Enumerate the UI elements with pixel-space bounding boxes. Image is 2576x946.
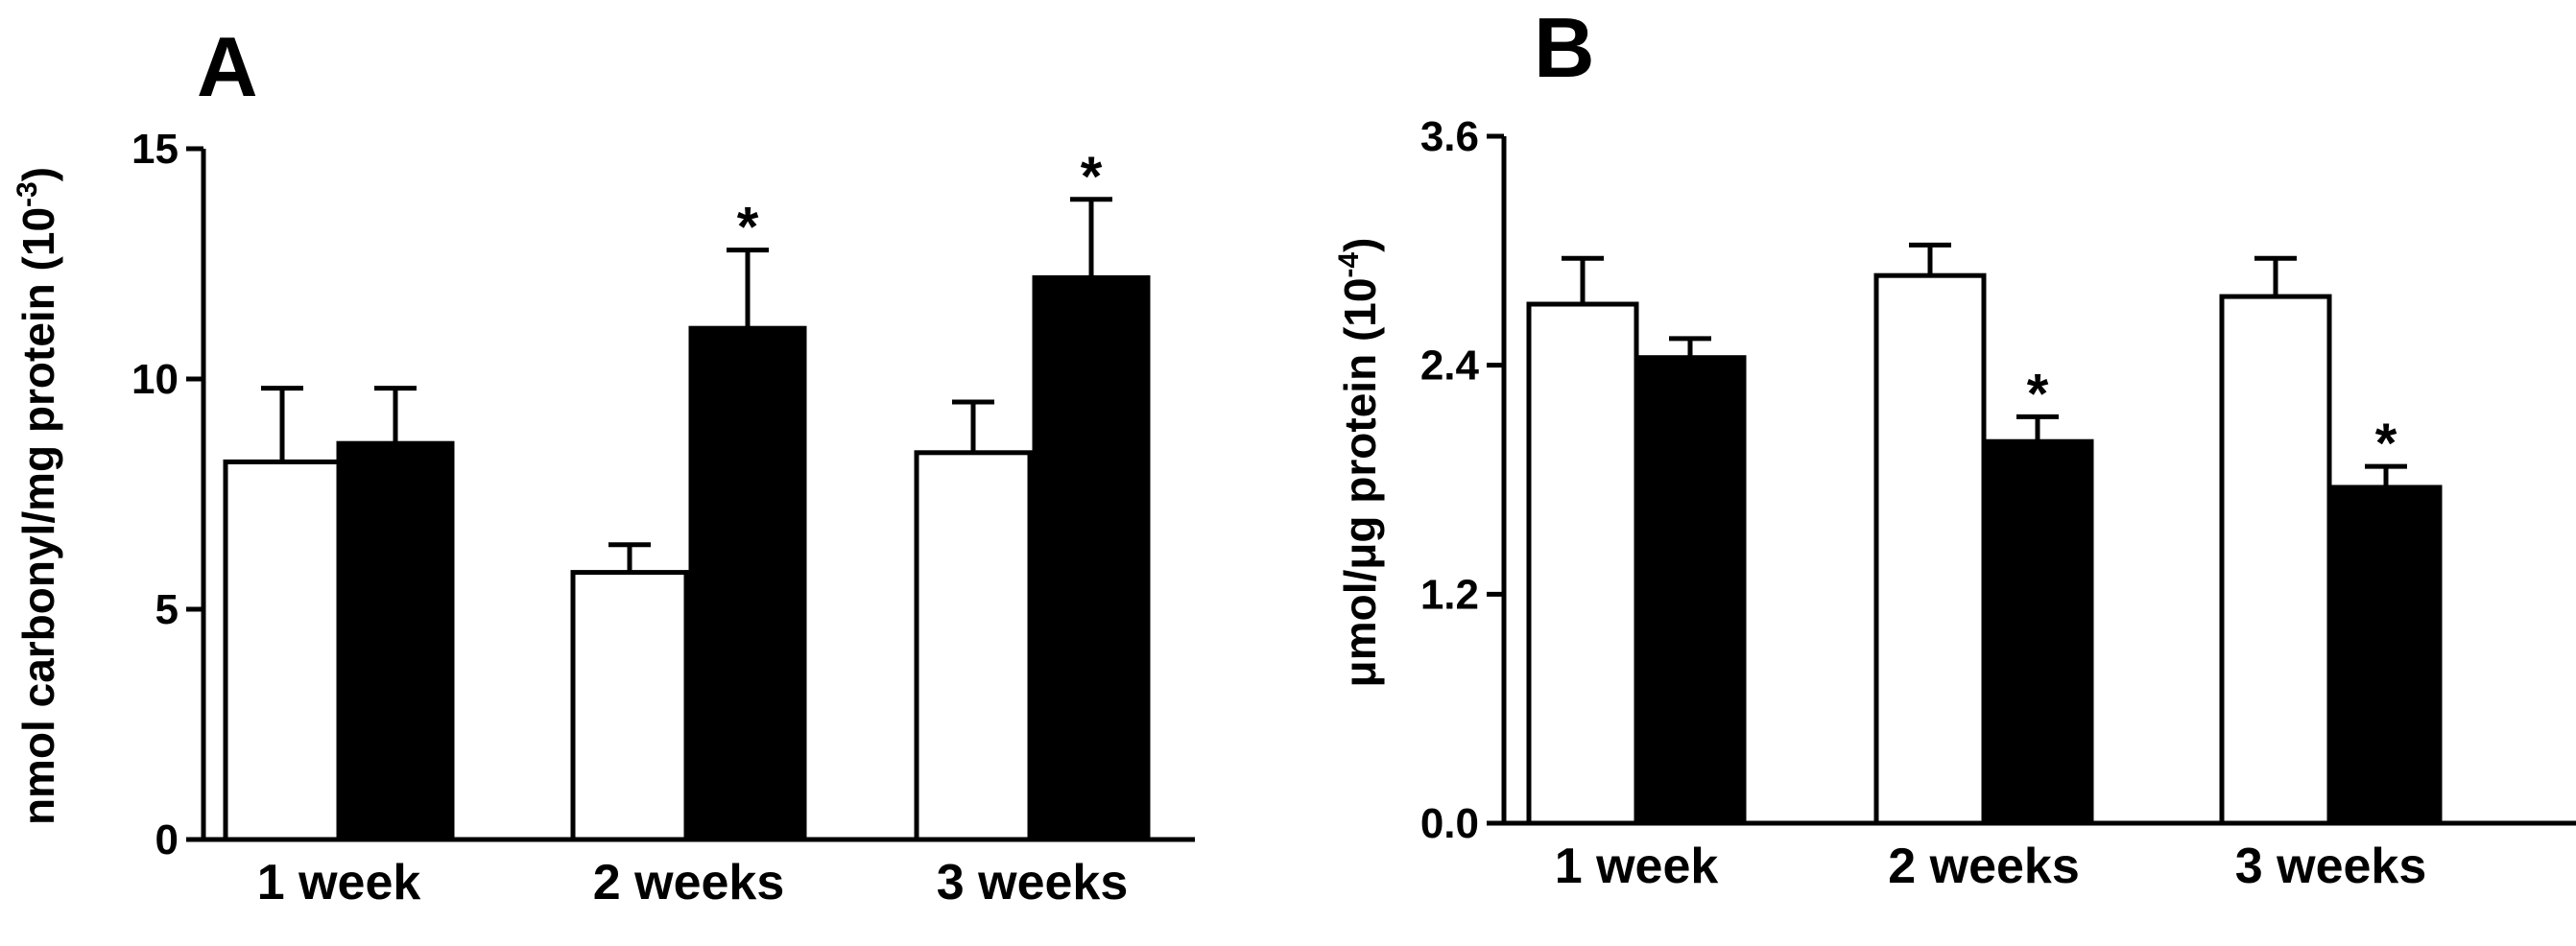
panel-label-a: A xyxy=(197,19,258,114)
bars-b: ** xyxy=(1526,242,2443,826)
bar-b-control-2 xyxy=(1873,272,1987,826)
bar-b-treated-2 xyxy=(1981,438,2094,826)
y-tick-label-a-1: 5 xyxy=(155,586,179,633)
significance-star-a-2: * xyxy=(737,197,759,259)
x-category-label-a-1: 1 week xyxy=(257,855,421,911)
x-category-label-a-2: 2 weeks xyxy=(593,855,785,911)
y-axis-label-b-exponent: -4 xyxy=(1333,252,1365,278)
bar-a-control-2 xyxy=(570,570,689,842)
bar-b-control-3 xyxy=(2219,294,2332,826)
y-tick-label-b-1: 1.2 xyxy=(1420,571,1479,618)
y-axis-label-b-main: μmol/μg protein (10 xyxy=(1335,278,1385,688)
bars-a: ** xyxy=(223,146,1151,842)
y-axis-label-a-close: ) xyxy=(13,167,63,181)
panel-a: A nmol carbonyl/mg protein (10-3) ** 051… xyxy=(12,19,1195,911)
y-axis-label-b: μmol/μg protein (10-4) xyxy=(1333,238,1385,688)
x-category-label-b-3: 3 weeks xyxy=(2235,839,2427,894)
bar-a-control-3 xyxy=(914,450,1033,842)
axes-a: 0 5 10 15 1 week 2 weeks 3 weeks xyxy=(131,126,1195,911)
bar-a-treated-2 xyxy=(688,325,807,842)
y-axis-label-a: nmol carbonyl/mg protein (10-3) xyxy=(12,167,63,825)
bar-b-control-1 xyxy=(1526,301,1639,826)
y-axis-label-a-main: nmol carbonyl/mg protein (10 xyxy=(13,207,63,825)
significance-star-b-2: * xyxy=(2027,363,2049,425)
y-tick-label-a-3: 15 xyxy=(131,126,179,173)
y-axis-label-b-close: ) xyxy=(1335,238,1385,252)
x-category-label-b-2: 2 weeks xyxy=(1888,839,2080,894)
bar-a-treated-3 xyxy=(1032,274,1151,842)
bar-b-treated-3 xyxy=(2329,485,2443,826)
significance-star-b-3: * xyxy=(2375,413,2397,475)
axes-b: 0.0 1.2 2.4 3.6 1 week 2 weeks 3 weeks xyxy=(1420,113,2576,894)
bar-a-treated-1 xyxy=(336,440,455,842)
bar-b-treated-1 xyxy=(1634,355,1747,826)
y-tick-label-b-2: 2.4 xyxy=(1420,343,1480,390)
panel-b: B μmol/μg protein (10-4) ** 0.01.22.43.6… xyxy=(1333,0,2576,894)
y-tick-label-b-3: 3.6 xyxy=(1420,113,1479,160)
bar-a-control-1 xyxy=(223,459,342,842)
x-category-label-a-3: 3 weeks xyxy=(937,855,1129,911)
y-axis-label-a-exponent: -3 xyxy=(12,181,43,207)
significance-star-a-3: * xyxy=(1081,146,1103,208)
panel-label-b: B xyxy=(1534,0,1595,95)
y-tick-label-b-0: 0.0 xyxy=(1420,800,1479,847)
y-tick-label-a-0: 0 xyxy=(155,816,179,863)
y-tick-label-a-2: 10 xyxy=(131,356,179,403)
x-category-label-b-1: 1 week xyxy=(1555,839,1719,894)
